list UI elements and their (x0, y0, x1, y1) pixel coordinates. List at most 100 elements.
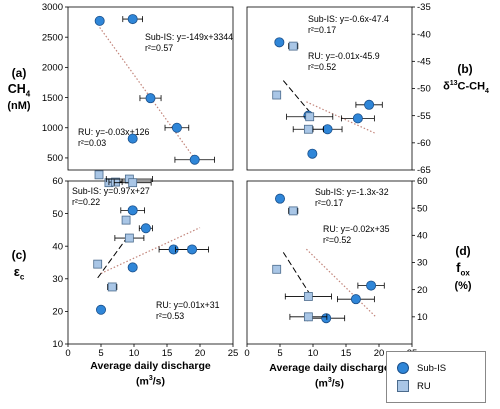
legend-item-ru: RU (397, 379, 431, 393)
panel-d-label: (d) (455, 244, 471, 258)
panel-d-point-subis (274, 193, 285, 204)
panel-a-unit-sub: 4 (25, 89, 31, 99)
panel-b-unit-text: C-CH (457, 80, 486, 93)
panel-c-ytick-label: 40 (52, 241, 63, 252)
panel-a-frame (67, 6, 234, 171)
panel-b-annotation-3: RU: y=-0.01x-45.9 (308, 51, 380, 61)
panel-c-annotation-1: Sub-IS: y=0.97x+27 (72, 186, 150, 196)
panel-b-frame (246, 6, 413, 171)
panel-d-xtick-label: 15 (341, 348, 352, 359)
panel-b-point-ru (288, 41, 298, 51)
panel-a-annotation-4: r²=0.03 (78, 138, 106, 148)
panel-c-xtick-label: 0 (65, 348, 70, 359)
panel-d-unit-scale: (%) (454, 280, 472, 292)
panel-d-unit-sub: ox (460, 268, 470, 278)
panel-c-unit-sub: c (19, 272, 25, 282)
panel-d-ytick-label: 30 (417, 258, 428, 269)
x-axis-unit-right-sup: 3 (327, 377, 332, 384)
x-axis-unit-left-post: /s) (152, 375, 165, 388)
panel-c-xtick-label: 25 (228, 348, 239, 359)
legend-item-sub-is: Sub-IS (397, 361, 446, 375)
panel-d-xtick-label: 0 (244, 348, 249, 359)
legend-square-marker (397, 380, 409, 392)
panel-b-ytick-label: -65 (417, 165, 431, 176)
panel-b-ytick-label: -55 (417, 111, 431, 122)
x-axis-unit-left-pre: (m (135, 375, 149, 388)
panel-a-ytick-label: 2000 (42, 63, 63, 74)
panel-a-point-subis (171, 122, 182, 133)
panel-b-ytick-label: -40 (417, 29, 431, 40)
panel-b-annotation-1: Sub-IS: y=-0.6x-47.4 (308, 14, 389, 24)
panel-d-point-ru (303, 292, 313, 301)
panel-c-point-ru (121, 215, 131, 225)
panel-b-annotation-2: r²=0.17 (308, 25, 336, 35)
panel-d-xtick-label: 20 (374, 348, 385, 359)
panel-a-point-subis (127, 14, 138, 25)
panel-c-point-subis (96, 304, 107, 315)
panel-d-ytick-label: 40 (417, 231, 428, 242)
panel-b-point-subis (322, 124, 333, 135)
panel-a-unit-scale: (nM) (7, 100, 31, 112)
panel-a-point-subis (94, 15, 105, 26)
panel-b-ytick-label: -45 (417, 57, 431, 68)
panel-c-point-subis (187, 244, 198, 255)
x-axis-title-right: Average daily discharge (269, 362, 390, 374)
panel-d-annotation-2: r²=0.17 (315, 198, 343, 208)
x-axis-unit-right-post: /s) (331, 377, 344, 390)
panel-a-point-subis (189, 154, 200, 165)
panel-d-ytick-label: 50 (417, 203, 428, 214)
panel-c-point-ru (124, 233, 134, 243)
x-axis-title-left: Average daily discharge (90, 360, 211, 372)
x-axis-unit-left: (m3/s) (68, 375, 233, 388)
panel-a-ytick-label: 500 (47, 153, 63, 164)
panel-c-label: (c) (11, 248, 27, 262)
panel-d-point-ru (288, 206, 298, 216)
panel-c-ytick-label: 10 (52, 339, 63, 350)
panel-c-annotation-2: r²=0.22 (72, 197, 100, 207)
panel-b-point-ru (272, 90, 282, 100)
panel-a-point-subis (127, 133, 138, 144)
panel-d-annotation-4: r²=0.52 (323, 235, 351, 245)
panel-c-ytick-label: 30 (52, 274, 63, 285)
panel-a-fit-line-subis (99, 27, 196, 160)
panel-d-point-subis (350, 294, 361, 305)
panel-a-point-ru (111, 177, 120, 187)
panel-b-point-ru (305, 112, 315, 122)
panel-b-ytick-label: -50 (417, 84, 431, 95)
panel-b-unit: δ13C-CH4 (436, 80, 496, 95)
panel-c-annotation-3: RU: y=0.01x+31 (156, 300, 220, 310)
x-axis-unit-right: (m3/s) (247, 377, 412, 390)
panel-a-annotation-3: RU: y=-0.03x+126 (78, 127, 150, 137)
panel-d-annotation-3: RU: y=-0.02x+35 (323, 224, 390, 234)
legend-label-ru: RU (417, 380, 431, 392)
panel-d-xtick-label: 10 (308, 348, 319, 359)
panel-c-point-ru (93, 259, 103, 269)
panel-c-annotation-4: r²=0.53 (156, 311, 184, 321)
panel-d-unit-text: f (456, 260, 461, 275)
panel-c-fit-line-ru (97, 236, 128, 279)
x-axis-unit-left-sup: 3 (148, 375, 153, 382)
panel-b-ytick-label: -60 (417, 138, 431, 149)
panel-b-unit-sub: 4 (485, 87, 489, 95)
legend: Sub-IS RU (386, 351, 486, 403)
panel-c-ytick-label: 20 (52, 307, 63, 318)
panel-a-annotation-2: r²=0.57 (145, 43, 173, 53)
panel-b-ytick-label: -35 (417, 2, 431, 13)
panel-b-point-subis (307, 148, 318, 159)
panel-b-fit-line-ru (282, 80, 311, 113)
panel-c-xtick-label: 15 (162, 348, 173, 359)
panel-a-annotation-1: Sub-IS: y=-149x+3344 (145, 32, 233, 42)
panel-c-xtick-label: 5 (98, 348, 103, 359)
panel-c-ytick-label: 50 (52, 209, 63, 220)
panel-a-ytick-label: 2500 (42, 32, 63, 43)
panel-d-ytick-label: 20 (417, 285, 428, 296)
panel-d-annotation-1: Sub-IS: y=-1.3x-32 (315, 187, 389, 197)
panel-c-unit-text: ε (13, 264, 20, 279)
panel-d-fit-line-subis (305, 248, 377, 318)
panel-d-fit-line-ru (282, 252, 311, 295)
panel-b-unit-sup: 13 (449, 80, 458, 87)
panel-b-point-subis (352, 113, 363, 124)
panel-c-point-ru (107, 282, 117, 292)
